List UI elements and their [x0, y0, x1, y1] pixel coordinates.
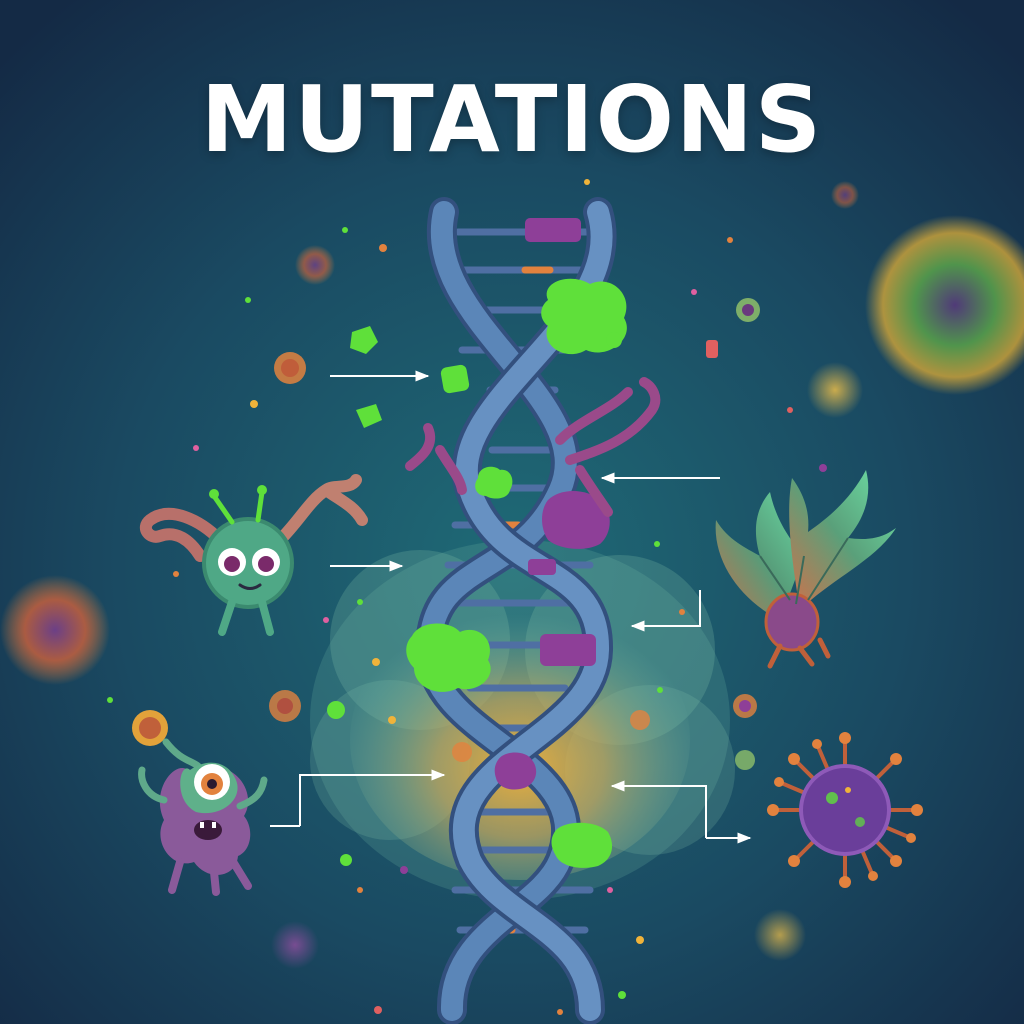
bokeh-orbs [0, 181, 1024, 969]
particles [107, 179, 827, 1015]
mutation-blobs [406, 218, 627, 868]
page-title: MUTATIONS [200, 66, 824, 173]
broken-strands [405, 377, 661, 517]
annotation-arrows [270, 370, 752, 844]
microbe-creature [139, 474, 368, 636]
dna-helix [405, 197, 661, 1024]
mutation-cloud [310, 540, 735, 900]
one-eyed-monster [132, 710, 268, 896]
leaf-winged-creature [715, 470, 896, 669]
virus-particle [767, 732, 923, 888]
